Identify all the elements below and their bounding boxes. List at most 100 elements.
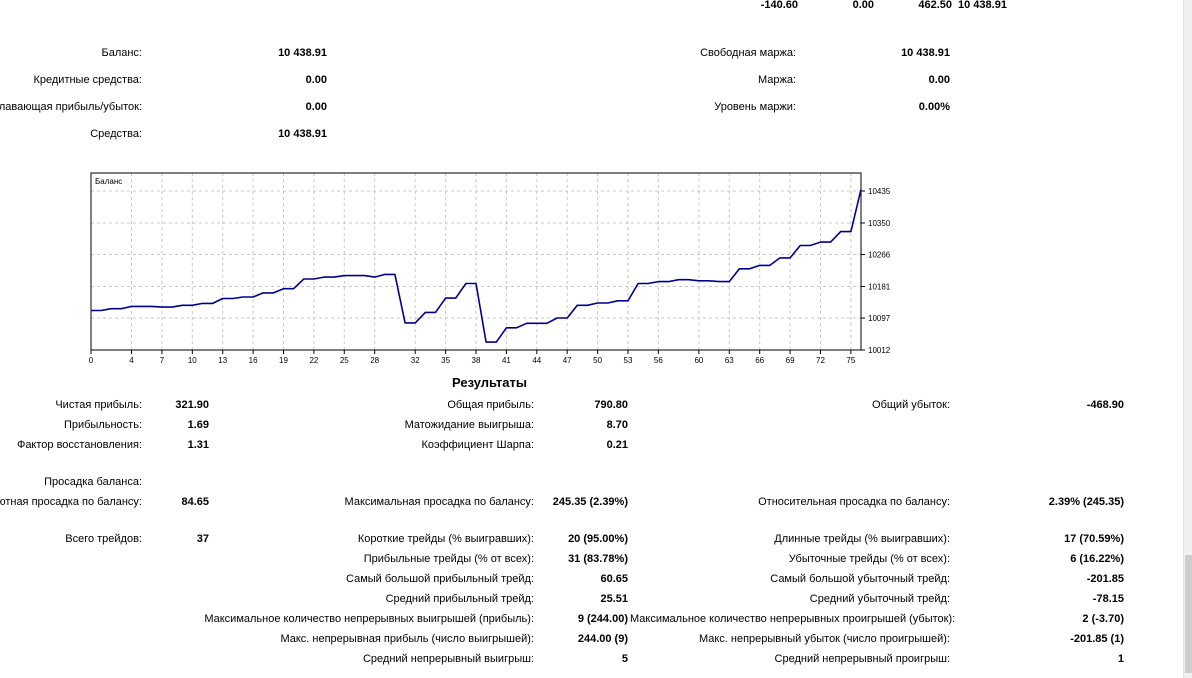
x-tick-label: 22 xyxy=(309,356,318,365)
result-label-col2: Самый большой прибыльный трейд: xyxy=(346,573,534,585)
x-tick-label: 50 xyxy=(593,356,602,365)
floating-pl-value: 0.00 xyxy=(305,101,327,113)
balance-label: Баланс: xyxy=(101,47,142,59)
top-row-value-2: 0.00 xyxy=(852,0,874,11)
x-tick-label: 63 xyxy=(725,356,734,365)
result-label-col3: Средний непрерывный проигрыш: xyxy=(774,653,950,665)
result-value-col2: 5 xyxy=(621,653,628,665)
equity-value: 10 438.91 xyxy=(278,128,327,140)
result-label-col2: Коэффициент Шарпа: xyxy=(421,439,534,451)
free-margin-label: Свободная маржа: xyxy=(700,47,796,59)
x-tick-label: 56 xyxy=(654,356,663,365)
balance-chart-svg: 0 4 7 10 13 16 19 22 25 28 32 35 38 41 44 47 50 53 56 60 63 6… xyxy=(89,172,891,365)
result-value-col1: 1.31 xyxy=(187,439,209,451)
result-label-col3: Максимальное количество непрерывных прои… xyxy=(630,613,956,625)
result-label-col1: Всего трейдов: xyxy=(65,533,142,545)
balance-line xyxy=(91,189,862,343)
x-tick-label: 0 xyxy=(89,356,94,365)
result-label-col2: Общая прибыль: xyxy=(447,399,534,411)
x-tick-label: 7 xyxy=(160,356,165,365)
vertical-scrollbar[interactable] xyxy=(1183,0,1192,678)
result-value-col1: 84.65 xyxy=(181,496,209,508)
result-value-col2: 31 (83.78%) xyxy=(568,553,628,565)
result-value-col3: -201.85 (1) xyxy=(1070,633,1124,645)
result-label-col2: Максимальная просадка по балансу: xyxy=(344,496,534,508)
results-title: Результаты xyxy=(452,375,527,390)
x-tick-label: 66 xyxy=(755,356,764,365)
result-label-col2: Средний непрерывный выигрыш: xyxy=(362,653,534,665)
x-tick-label: 28 xyxy=(370,356,379,365)
free-margin-value: 10 438.91 xyxy=(901,47,950,59)
y-tick-label: 10350 xyxy=(868,219,891,228)
x-tick-label: 69 xyxy=(786,356,795,365)
result-value-col2: 20 (95.00%) xyxy=(568,533,628,545)
result-label-col1: Фактор восстановления: xyxy=(16,439,142,451)
result-value-col3: 2 (-3.70) xyxy=(1082,613,1124,625)
result-value-col2: 0.21 xyxy=(606,439,628,451)
result-label-col3: Самый большой убыточный трейд: xyxy=(770,573,950,585)
result-label-col1: Чистая прибыль: xyxy=(55,399,142,411)
result-label-col2: Прибыльные трейды (% от всех): xyxy=(363,553,534,565)
balance-chart: 0 4 7 10 13 16 19 22 25 28 32 35 38 41 44 47 50 53 56 60 63 6… xyxy=(88,170,908,370)
x-tick-label: 25 xyxy=(340,356,349,365)
result-label-col2: Средний прибыльный трейд: xyxy=(385,593,534,605)
top-row-value-1: -140.60 xyxy=(760,0,798,11)
x-tick-label: 72 xyxy=(816,356,825,365)
result-label-col3: Средний убыточный трейд: xyxy=(809,593,950,605)
equity-label: Средства: xyxy=(90,128,142,140)
result-value-col1: 37 xyxy=(196,533,209,545)
x-tick-label: 47 xyxy=(563,356,572,365)
top-row-value-3: 462.50 xyxy=(918,0,952,11)
x-tick-label: 10 xyxy=(188,356,197,365)
result-value-col2: 60.65 xyxy=(600,573,628,585)
x-tick-label: 16 xyxy=(249,356,258,365)
x-tick-label: 13 xyxy=(218,356,227,365)
result-label-col2: Матожидание выигрыша: xyxy=(404,419,534,431)
result-value-col2: 8.70 xyxy=(606,419,628,431)
result-value-col3: 6 (16.22%) xyxy=(1070,553,1124,565)
x-tick-label: 32 xyxy=(411,356,420,365)
y-tick-label: 10266 xyxy=(868,251,891,260)
result-value-col2: 790.80 xyxy=(594,399,628,411)
result-value-col2: 25.51 xyxy=(600,593,628,605)
result-label-col1: Прибыльность: xyxy=(63,419,142,431)
result-value-col2: 9 (244.00) xyxy=(577,613,628,625)
x-tick-label: 41 xyxy=(502,356,511,365)
result-value-col1: 321.90 xyxy=(175,399,209,411)
y-tick-label: 10012 xyxy=(868,346,891,355)
result-value-col1: 1.69 xyxy=(187,419,209,431)
floating-pl-label: Плавающая прибыль/убыток: xyxy=(0,101,142,113)
x-tick-label: 35 xyxy=(441,356,450,365)
margin-label: Маржа: xyxy=(757,74,796,86)
result-value-col2: 245.35 (2.39%) xyxy=(552,496,628,508)
result-value-col3: 17 (70.59%) xyxy=(1064,533,1124,545)
y-tick-label: 10097 xyxy=(868,314,891,323)
x-tick-label: 53 xyxy=(624,356,633,365)
top-row-value-4: 10 438.91 xyxy=(958,0,1007,11)
margin-level-label: Уровень маржи: xyxy=(714,101,796,113)
result-label-col2: Короткие трейды (% выигравших): xyxy=(357,533,534,545)
margin-value: 0.00 xyxy=(928,74,950,86)
scrollbar-thumb[interactable] xyxy=(1185,555,1192,673)
x-tick-label: 4 xyxy=(129,356,134,365)
y-tick-label: 10181 xyxy=(868,282,891,291)
result-value-col3: 2.39% (245.35) xyxy=(1048,496,1124,508)
result-label-col3: Длинные трейды (% выигравших): xyxy=(774,533,950,545)
result-label-col3: Относительная просадка по балансу: xyxy=(758,496,950,508)
result-value-col3: -468.90 xyxy=(1086,399,1124,411)
chart-title: Баланс xyxy=(95,177,122,186)
result-label-col2: Максимальное количество непрерывных выиг… xyxy=(204,613,534,625)
result-label-col3: Макс. непрерывный убыток (число проигрыш… xyxy=(698,633,950,645)
result-value-col3: -78.15 xyxy=(1092,593,1124,605)
result-label-col2: Макс. непрерывная прибыль (число выигрыш… xyxy=(280,633,534,645)
x-tick-label: 19 xyxy=(279,356,288,365)
result-label-col3: Убыточные трейды (% от всех): xyxy=(788,553,950,565)
x-tick-label: 38 xyxy=(472,356,481,365)
result-label-col1: Просадка баланса: xyxy=(44,476,142,488)
credit-label: Кредитные средства: xyxy=(33,74,142,86)
credit-value: 0.00 xyxy=(305,74,327,86)
result-label-col3: Общий убыток: xyxy=(872,399,950,411)
margin-level-value: 0.00% xyxy=(918,101,950,113)
result-value-col3: 1 xyxy=(1117,653,1124,665)
result-value-col2: 244.00 (9) xyxy=(577,633,628,645)
